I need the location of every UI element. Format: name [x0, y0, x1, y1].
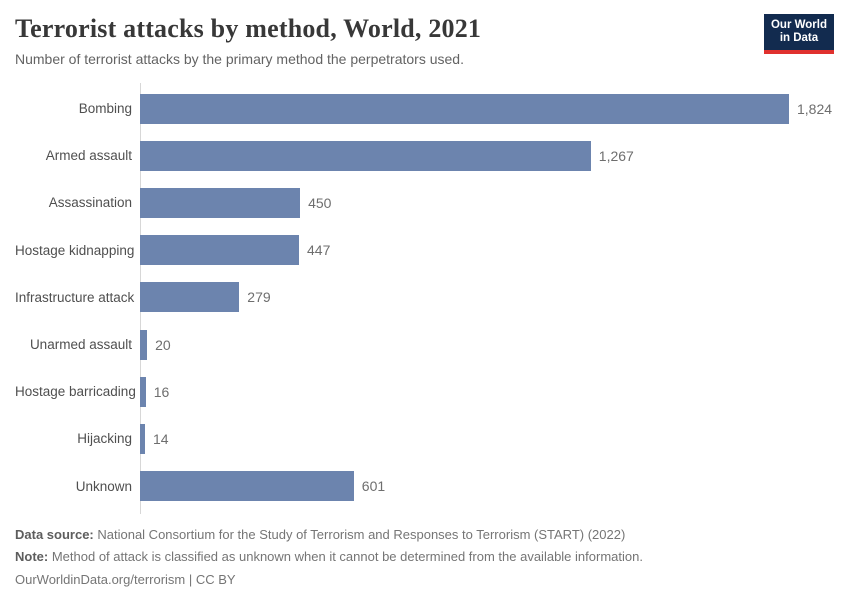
bar-rows-container: Bombing 1,824 Armed assault 1,267 Assassinat… [15, 85, 835, 510]
value-label: 16 [153, 383, 170, 400]
data-source-line: Data source: National Consortium for the… [15, 524, 835, 547]
note-line: Note: Method of attack is classified as … [15, 546, 835, 569]
data-source-label: Data source: [15, 526, 94, 542]
license-separator: | [185, 571, 196, 587]
bar-zone: 601 [140, 471, 835, 502]
owid-logo-line1: Our World [770, 19, 827, 31]
value-label: 1,824 [797, 100, 833, 117]
value-label: 1,267 [598, 147, 634, 164]
owid-logo[interactable]: Our World in Data [763, 14, 834, 54]
owid-url-link[interactable]: OurWorldinData.org/terrorism [15, 571, 186, 587]
category-label: Hijacking [77, 431, 132, 447]
bar-row: Hijacking 14 [15, 415, 835, 462]
page-title: Terrorist attacks by method, World, 2021 [15, 14, 482, 43]
bar[interactable] [140, 376, 146, 407]
bar-row: Hostage kidnapping 447 [15, 227, 835, 274]
bar-chart: Bombing 1,824 Armed assault 1,267 Assassinat… [15, 83, 835, 514]
category-label: Hostage kidnapping [15, 242, 135, 258]
value-label: 279 [247, 289, 271, 306]
bar-row: Bombing 1,824 [15, 85, 835, 132]
bar-zone: 450 [140, 187, 835, 218]
bar-row: Assassination 450 [15, 179, 835, 226]
note-text: Method of attack is classified as unknow… [51, 549, 643, 565]
bar-zone: 20 [140, 329, 835, 360]
bar[interactable] [140, 140, 591, 171]
value-label: 450 [308, 194, 332, 211]
license-line: OurWorldinData.org/terrorism | CC BY [15, 569, 835, 592]
bar[interactable] [140, 187, 301, 218]
bar[interactable] [140, 93, 789, 124]
category-label: Unarmed assault [29, 337, 132, 353]
owid-logo-line2: in Data [779, 32, 819, 44]
category-label: Infrastructure attack [15, 289, 135, 305]
bar[interactable] [140, 282, 240, 313]
page-subtitle: Number of terrorist attacks by the prima… [15, 51, 464, 67]
bar[interactable] [140, 235, 299, 266]
bar-zone: 279 [140, 282, 835, 313]
note-label: Note: [15, 549, 49, 565]
value-label: 447 [307, 242, 331, 259]
bar[interactable] [140, 329, 148, 360]
value-label: 601 [361, 478, 386, 495]
cc-by-link[interactable]: CC BY [195, 571, 236, 587]
bar-row: Unknown 601 [15, 463, 835, 510]
bar-zone: 1,824 [140, 93, 835, 124]
category-label: Armed assault [45, 148, 132, 164]
category-label: Hostage barricading [15, 384, 136, 400]
category-label: Assassination [48, 195, 132, 211]
value-label: 20 [155, 336, 171, 353]
bar-zone: 14 [140, 423, 835, 454]
bar-row: Unarmed assault 20 [15, 321, 835, 368]
bar-row: Infrastructure attack 279 [15, 274, 835, 321]
bar-zone: 16 [140, 376, 835, 407]
bar[interactable] [140, 471, 354, 502]
value-label: 14 [153, 430, 169, 447]
bar-zone: 447 [140, 235, 835, 266]
bar-zone: 1,267 [140, 140, 835, 171]
bar-row: Armed assault 1,267 [15, 132, 835, 179]
data-source-text: National Consortium for the Study of Ter… [97, 526, 626, 542]
category-label: Unknown [75, 478, 132, 494]
chart-footer: Data source: National Consortium for the… [15, 524, 835, 592]
bar[interactable] [140, 423, 145, 454]
bar-row: Hostage barricading 16 [15, 368, 835, 415]
category-label: Bombing [78, 101, 132, 117]
